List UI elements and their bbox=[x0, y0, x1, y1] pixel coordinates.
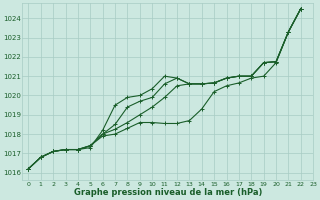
X-axis label: Graphe pression niveau de la mer (hPa): Graphe pression niveau de la mer (hPa) bbox=[74, 188, 262, 197]
